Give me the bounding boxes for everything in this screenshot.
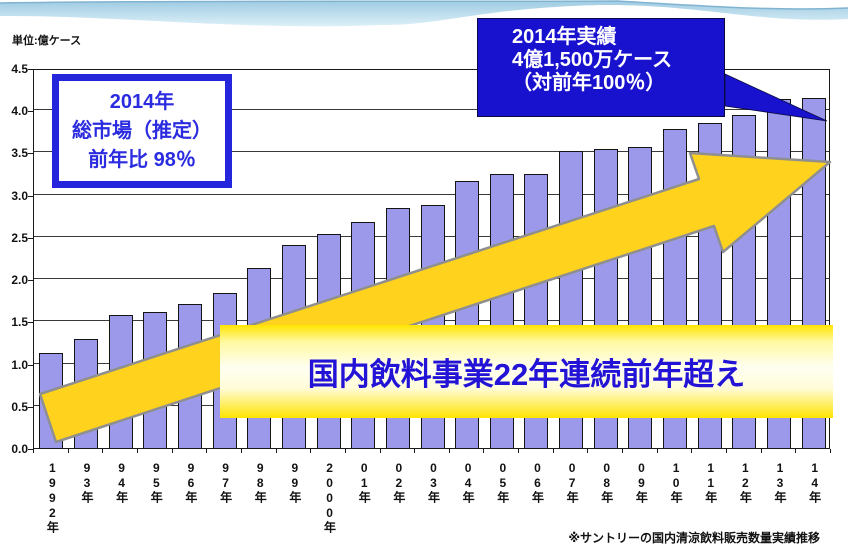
x-axis-label: 07年	[565, 461, 580, 504]
x-axis-tick	[67, 449, 69, 453]
y-axis-label: 3.0	[11, 188, 28, 203]
bar	[143, 312, 168, 448]
market-box-line1: 2014年	[109, 90, 175, 113]
x-axis-tick	[414, 449, 416, 453]
x-axis-tick	[171, 449, 173, 453]
x-axis-tick	[206, 449, 208, 453]
x-axis-tick	[656, 449, 658, 453]
x-axis-tick	[240, 449, 242, 453]
x-axis-label: 95年	[149, 461, 164, 504]
x-axis-label: 03年	[426, 461, 441, 504]
y-axis-label: 2.5	[11, 230, 28, 245]
y-axis-label: 1.0	[11, 357, 28, 372]
y-axis-tick	[28, 364, 33, 366]
callout-line2: 4億1,500万ケース	[512, 49, 673, 71]
x-axis-tick	[379, 449, 381, 453]
headline-banner: 国内飲料事業22年連続前年超え	[220, 325, 833, 418]
x-axis-tick	[275, 449, 277, 453]
y-axis-label: 0.5	[11, 399, 28, 414]
y-axis-tick	[28, 111, 33, 113]
x-axis-label: 99年	[287, 461, 302, 504]
x-axis-tick	[691, 449, 693, 453]
x-axis-label: 2000年	[322, 461, 337, 534]
x-axis-tick	[483, 449, 485, 453]
y-axis-label: 1.5	[11, 315, 28, 330]
wave-line	[0, 0, 848, 10]
y-axis-tick	[28, 406, 33, 408]
market-box-line3: 前年比 98％	[88, 148, 196, 171]
y-axis-label: 4.5	[11, 62, 28, 76]
gridline	[34, 109, 829, 111]
x-axis-label: 11年	[703, 461, 718, 504]
top-wave-decoration	[0, 0, 848, 27]
x-axis-tick	[830, 449, 831, 453]
x-axis-label: 02年	[391, 461, 406, 504]
x-axis-tick	[310, 449, 312, 453]
y-axis-tick	[28, 280, 33, 282]
x-axis-tick	[795, 449, 797, 453]
y-axis-tick	[28, 237, 33, 239]
market-estimate-box: 2014年 総市場（推定） 前年比 98％	[52, 74, 232, 188]
y-axis-tick	[28, 195, 33, 197]
x-axis-tick	[136, 449, 138, 453]
x-axis-tick	[33, 449, 34, 453]
callout-line3: （対前年100％）	[512, 72, 666, 94]
bar	[177, 304, 202, 448]
x-axis-tick	[587, 449, 589, 453]
wave-band	[0, 1, 848, 27]
x-axis-label: 12年	[738, 461, 753, 504]
y-axis-label: 2.0	[11, 273, 28, 288]
x-axis-label: 13年	[773, 461, 788, 504]
y-axis-tick	[28, 322, 33, 324]
x-axis-label: 97年	[218, 461, 233, 504]
headline-text: 国内飲料事業22年連続前年超え	[307, 357, 746, 392]
x-axis-label: 10年	[669, 461, 684, 504]
x-axis-tick	[552, 449, 554, 453]
source-note: ※サントリーの国内清涼飲料販売数量実績推移	[568, 531, 820, 545]
x-axis-tick	[102, 449, 104, 453]
x-axis-tick	[518, 449, 520, 453]
y-axis-label: 4.0	[11, 104, 28, 119]
bar	[73, 339, 98, 448]
x-axis-tick	[760, 449, 762, 453]
y-axis-tick	[28, 449, 33, 450]
callout-line1: 2014年実績	[512, 26, 617, 48]
x-axis-tick	[448, 449, 450, 453]
unit-label: 単位:億ケース	[12, 35, 82, 47]
x-axis-label: 14年	[807, 461, 822, 504]
results-callout-box: 2014年実績 4億1,500万ケース （対前年100％）	[477, 18, 725, 117]
y-axis-tick	[28, 153, 33, 155]
bar	[39, 352, 64, 448]
x-axis-label: 94年	[114, 461, 129, 504]
x-axis-label: 01年	[357, 461, 372, 504]
x-axis-label: 93年	[79, 461, 94, 504]
y-axis-tick	[28, 69, 33, 70]
x-axis-label: 1992年	[45, 461, 60, 534]
y-axis-label: 3.5	[11, 146, 28, 161]
x-axis-tick	[622, 449, 624, 453]
market-box-line2: 総市場（推定）	[72, 119, 212, 142]
x-axis-tick	[344, 449, 346, 453]
x-axis-label: 96年	[183, 461, 198, 504]
x-axis-label: 04年	[461, 461, 476, 504]
x-axis-label: 05年	[495, 461, 510, 504]
x-axis-label: 08年	[599, 461, 614, 504]
bar	[108, 315, 133, 448]
x-axis-label: 09年	[634, 461, 649, 504]
x-axis-label: 98年	[253, 461, 268, 504]
y-axis-label: 0.0	[11, 442, 28, 456]
x-axis-tick	[726, 449, 728, 453]
x-axis-label: 06年	[530, 461, 545, 504]
